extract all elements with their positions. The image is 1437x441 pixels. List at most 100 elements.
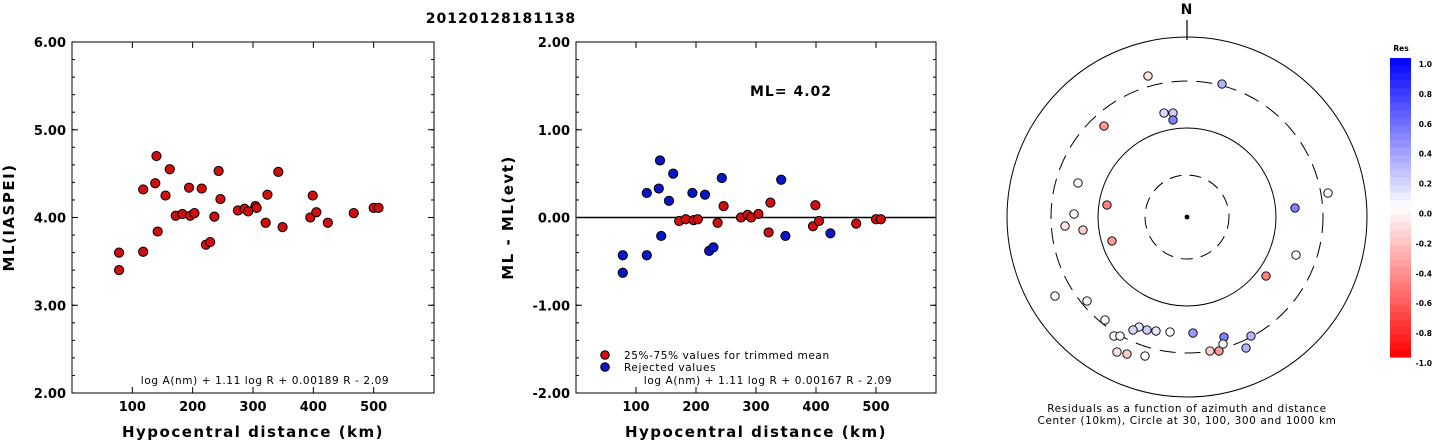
colorbar-segment: [1390, 252, 1411, 261]
station-point: [1151, 326, 1161, 336]
data-point: [160, 190, 171, 201]
x-tick-label: 200: [682, 400, 709, 415]
data-point: [763, 227, 774, 238]
y-tick-label: 2.00: [34, 387, 66, 402]
colorbar-segment: [1390, 132, 1411, 141]
colorbar-segment: [1390, 312, 1411, 321]
legend-marker: [600, 362, 610, 372]
station-point: [1217, 79, 1227, 89]
x-tick-label: 400: [300, 400, 327, 415]
station-point: [1069, 209, 1079, 219]
station-point: [1168, 115, 1178, 125]
colorbar-segment: [1390, 87, 1411, 96]
polar-caption-line1: Residuals as a function of azimuth and d…: [1047, 403, 1327, 415]
ring-30km: [1144, 174, 1230, 260]
data-point: [753, 208, 764, 220]
x-tick-label: 300: [742, 400, 769, 415]
station-point: [1241, 343, 1251, 353]
colorbar-segment: [1390, 177, 1411, 186]
station-point: [1246, 331, 1256, 341]
data-point: [687, 187, 698, 199]
colorbar-tick-label: -0.8: [1416, 329, 1432, 338]
data-point: [708, 242, 719, 253]
colorbar-tick-label: -0.4: [1416, 269, 1432, 278]
data-point: [656, 230, 667, 242]
colorbar-segment: [1390, 65, 1411, 74]
data-point: [765, 197, 776, 208]
colorbar-segment: [1390, 259, 1411, 268]
data-point: [138, 246, 149, 257]
station-point: [1099, 121, 1109, 131]
colorbar-segment: [1390, 267, 1411, 276]
data-point: [262, 189, 273, 200]
colorbar-segment: [1390, 147, 1411, 156]
data-point: [668, 168, 679, 179]
colorbar-segment: [1390, 229, 1411, 238]
legend-label: 25%-75% values for trimmed mean: [624, 350, 830, 362]
data-point: [716, 172, 727, 184]
colorbar-tick-label: -1.0: [1416, 359, 1432, 368]
center-dot: [1184, 214, 1190, 220]
colorbar-segment: [1390, 58, 1411, 67]
colorbar-segment: [1390, 319, 1411, 328]
y-tick-label: 0.00: [538, 212, 570, 227]
polar-caption-line2: Center (10km), Circle at 30, 100, 300 an…: [1038, 415, 1337, 427]
colorbar-segment: [1390, 282, 1411, 291]
station-point: [1218, 339, 1228, 349]
station-point: [1142, 325, 1152, 335]
station-point: [1128, 325, 1138, 335]
station-point: [1205, 346, 1215, 356]
colorbar-segment: [1390, 304, 1411, 313]
x-tick-label: 400: [802, 400, 829, 415]
station-point: [1102, 200, 1112, 210]
data-point: [307, 190, 318, 201]
station-point: [1323, 188, 1333, 198]
station-point: [1291, 250, 1301, 260]
data-point: [243, 206, 254, 217]
station-point: [1290, 203, 1300, 213]
data-point: [641, 187, 652, 199]
colorbar-segment: [1390, 95, 1411, 104]
x-tick-label: 500: [360, 400, 387, 415]
data-point: [113, 265, 125, 276]
colorbar-segment: [1390, 244, 1411, 253]
colorbar-tick-label: -0.6: [1416, 299, 1432, 308]
colorbar-tick-label: 0.4: [1419, 150, 1432, 159]
data-point: [196, 183, 207, 194]
data-point: [641, 250, 652, 261]
station-point: [1107, 236, 1117, 246]
station-point: [1261, 271, 1271, 281]
data-point: [373, 202, 384, 213]
ring-100km: [1097, 127, 1277, 307]
station-point: [1050, 291, 1060, 301]
data-point: [617, 250, 628, 261]
y-tick-label: 1.00: [538, 124, 570, 139]
colorbar-segment: [1390, 274, 1411, 283]
station-point: [1214, 346, 1224, 356]
data-point: [189, 208, 200, 219]
colorbar-tick-label: 0.2: [1419, 180, 1432, 189]
station-point: [1140, 351, 1150, 361]
data-point: [205, 236, 216, 248]
data-point: [138, 184, 149, 195]
colorbar-segment: [1390, 185, 1411, 194]
station-point: [1143, 71, 1153, 81]
colorbar-segment: [1390, 140, 1411, 149]
data-point: [150, 178, 161, 189]
y-axis-label: ML(IASPEI): [0, 163, 18, 271]
data-point: [215, 193, 226, 205]
station-point: [1115, 331, 1125, 341]
y-tick-label: 2.00: [538, 36, 570, 51]
ml-annotation: ML= 4.02: [750, 84, 832, 100]
data-point: [654, 155, 666, 166]
figure-title: 20120128181138: [426, 11, 576, 27]
y-tick-label: 4.00: [34, 212, 66, 227]
colorbar-tick-label: 0.0: [1419, 210, 1432, 219]
colorbar-segment: [1390, 155, 1411, 164]
data-point: [813, 215, 825, 227]
data-point: [113, 247, 125, 258]
station-point: [1122, 349, 1132, 359]
plot-frame: [71, 41, 435, 394]
data-point: [617, 267, 628, 278]
data-point: [213, 165, 224, 177]
